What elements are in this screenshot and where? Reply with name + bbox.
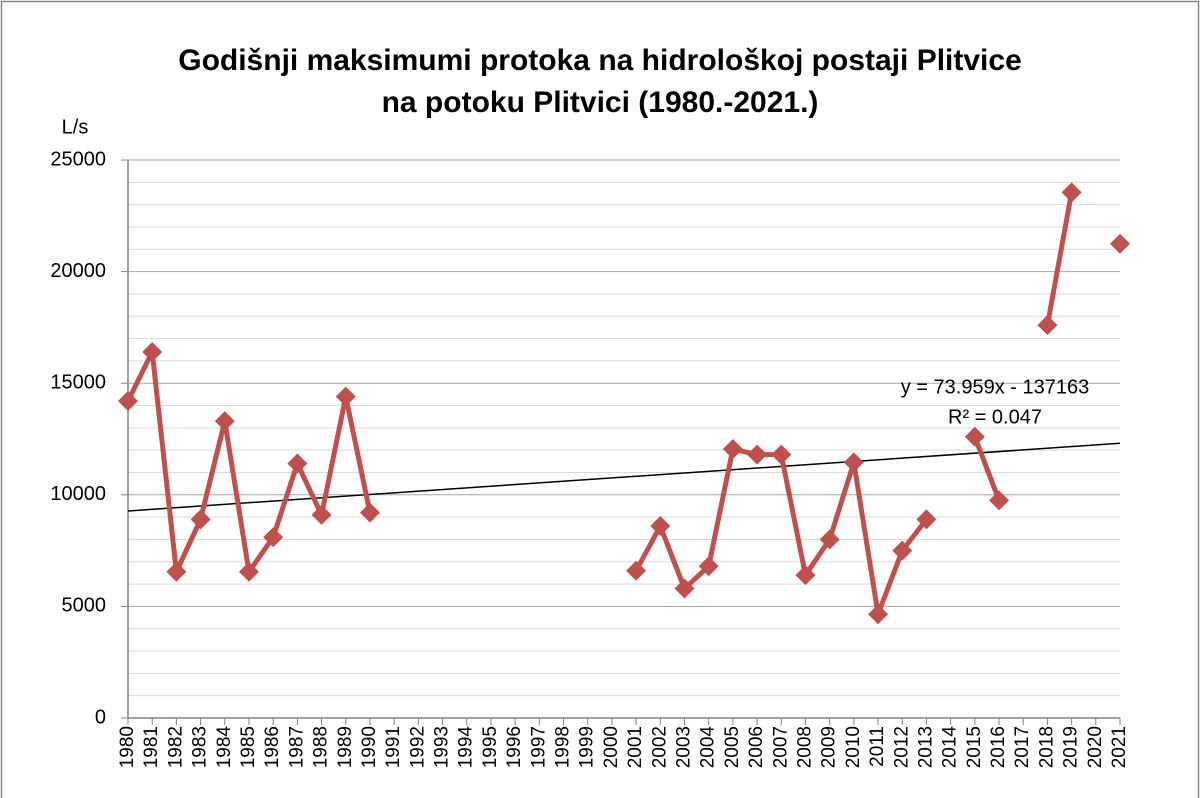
x-tick-label: 2013	[915, 726, 936, 768]
x-tick-label: 1980	[117, 726, 138, 768]
marker	[118, 391, 138, 412]
marker	[964, 426, 985, 447]
marker	[819, 529, 840, 550]
x-tick-label: 1995	[480, 726, 501, 768]
marker	[238, 561, 259, 582]
x-tick-label: 2021	[1109, 726, 1130, 768]
marker	[263, 527, 284, 548]
y-tick-label: 15000	[50, 371, 106, 393]
x-tick-label: 2001	[625, 726, 646, 768]
x-tick-label: 1994	[456, 726, 477, 769]
marker	[214, 411, 235, 432]
x-tick-label: 2018	[1036, 726, 1057, 768]
x-tick-label: 2007	[770, 726, 791, 768]
marker	[698, 556, 719, 577]
x-tick-label: 2019	[1061, 726, 1082, 768]
x-tick-label: 2002	[649, 726, 670, 768]
y-tick-label: 5000	[62, 595, 107, 617]
marker	[142, 341, 163, 362]
x-tick-label: 2010	[843, 726, 864, 768]
marker	[650, 516, 671, 537]
marker	[795, 565, 816, 586]
x-tick-label: 2006	[746, 726, 767, 768]
x-tick-label: 1986	[262, 726, 283, 768]
marker	[190, 509, 211, 530]
y-tick-label: 25000	[50, 148, 106, 170]
marker	[1037, 315, 1058, 336]
x-tick-label: 1989	[335, 726, 356, 768]
marker	[747, 444, 768, 465]
x-tick-label: 1998	[553, 726, 574, 768]
x-tick-label: 1990	[359, 726, 380, 768]
marker	[892, 540, 913, 561]
marker	[1061, 182, 1082, 203]
trendline-equation: y = 73.959x - 137163	[901, 376, 1089, 398]
x-tick-label: 1997	[528, 726, 549, 768]
marker	[674, 578, 695, 599]
marker	[771, 444, 792, 465]
chart-title: Godišnji maksimumi protoka na hidrološko…	[178, 44, 1022, 77]
marker	[359, 502, 380, 523]
chart-title: na potoku Plitvici (1980.-2021.)	[382, 86, 819, 119]
x-tick-label: 1981	[141, 726, 162, 768]
x-tick-label: 2014	[940, 726, 961, 769]
x-tick-label: 2016	[988, 726, 1009, 768]
trendline-r-squared: R² = 0.047	[948, 406, 1042, 428]
x-tick-label: 1988	[311, 726, 332, 768]
x-tick-label: 2009	[819, 726, 840, 768]
marker	[287, 453, 308, 474]
x-tick-label: 2008	[794, 726, 815, 768]
marker	[916, 509, 937, 530]
marker	[1110, 233, 1130, 254]
marker	[722, 439, 743, 460]
y-axis-label: L/s	[62, 116, 89, 138]
trendline	[127, 442, 1121, 512]
x-tick-label: 1993	[432, 726, 453, 768]
x-tick-label: 2015	[964, 726, 985, 768]
marker	[843, 452, 864, 473]
x-tick-label: 1985	[238, 726, 259, 768]
marker	[868, 604, 889, 625]
x-tick-label: 2000	[601, 726, 622, 768]
x-tick-label: 2004	[698, 726, 719, 769]
marker	[989, 490, 1010, 511]
x-tick-label: 2011	[867, 726, 888, 767]
x-tick-label: 2005	[722, 726, 743, 768]
x-tick-label: 1991	[383, 726, 404, 768]
x-tick-label: 2012	[891, 726, 912, 768]
y-tick-label: 0	[95, 706, 106, 728]
x-tick-label: 1987	[286, 726, 307, 768]
x-tick-label: 2017	[1012, 726, 1033, 768]
marker	[311, 504, 332, 525]
marker	[166, 561, 187, 582]
series-line	[128, 192, 1120, 614]
x-tick-label: 1982	[165, 726, 186, 768]
x-tick-label: 1996	[504, 726, 525, 768]
x-tick-label: 1992	[407, 726, 428, 768]
x-tick-label: 2020	[1085, 726, 1106, 768]
marker	[626, 560, 647, 581]
x-tick-label: 1999	[577, 726, 598, 768]
x-tick-label: 1984	[214, 726, 235, 769]
y-tick-label: 20000	[50, 260, 106, 282]
x-tick-label: 2003	[674, 726, 695, 768]
marker	[335, 386, 356, 407]
y-tick-label: 10000	[50, 483, 106, 505]
x-tick-label: 1983	[190, 726, 211, 768]
